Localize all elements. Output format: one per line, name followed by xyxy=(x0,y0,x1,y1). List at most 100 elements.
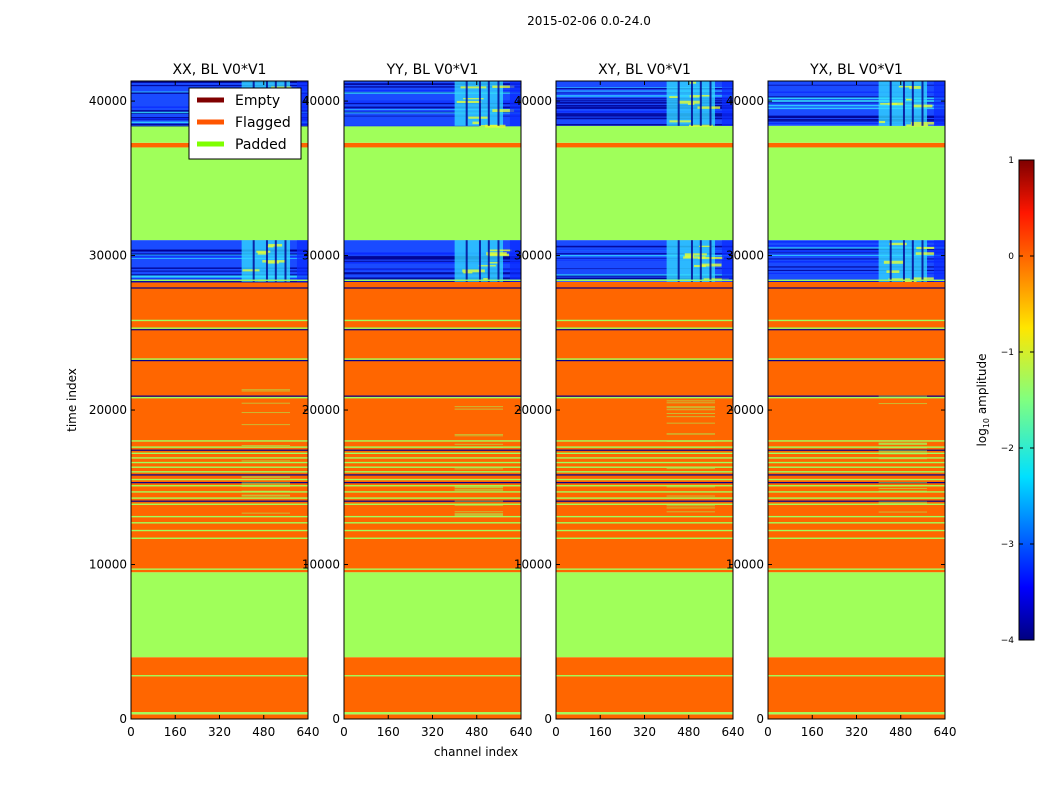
data-overlay xyxy=(878,453,928,455)
y-tick-label: 0 xyxy=(756,712,764,726)
colorbar-tick-label: −4 xyxy=(1001,636,1015,646)
empty-line xyxy=(131,287,308,289)
data-streak xyxy=(556,274,733,276)
y-tick-label: 0 xyxy=(119,712,127,726)
colorbar-gradient xyxy=(1018,159,1035,641)
padded-line xyxy=(131,537,308,539)
padded-line xyxy=(556,568,733,570)
padded-line xyxy=(131,457,308,459)
band-flagged xyxy=(344,142,521,148)
data-overlay xyxy=(878,395,928,397)
data-speckle xyxy=(463,98,484,100)
padded-line xyxy=(768,568,945,570)
y-tick-label: 40000 xyxy=(514,94,552,108)
empty-line xyxy=(768,287,945,289)
data-overlay xyxy=(454,435,504,437)
data-streak xyxy=(131,270,308,272)
band-padded xyxy=(344,125,521,143)
data-overlay xyxy=(454,514,504,516)
padded-line xyxy=(131,466,308,468)
data-streak xyxy=(344,103,521,104)
padded-line xyxy=(556,485,733,487)
padded-line xyxy=(344,675,521,677)
padded-line xyxy=(768,503,945,505)
empty-line xyxy=(131,329,308,331)
data-speckle xyxy=(478,265,496,267)
data-speckle xyxy=(678,100,701,104)
data-streak xyxy=(556,107,733,109)
data-speckle xyxy=(257,251,269,255)
data-bright-block xyxy=(666,240,716,282)
data-streak xyxy=(556,277,733,279)
data-speckle xyxy=(698,245,711,248)
data-overlay xyxy=(454,406,504,408)
data-overlay xyxy=(666,416,716,418)
channel-stripe xyxy=(902,240,905,282)
empty-line xyxy=(556,287,733,289)
data-overlay xyxy=(666,413,716,415)
data-overlay xyxy=(241,512,291,514)
empty-line xyxy=(131,449,308,451)
data-overlay xyxy=(241,424,291,426)
empty-line xyxy=(344,449,521,451)
channel-stripe xyxy=(487,240,490,282)
channel-stripe xyxy=(889,240,892,282)
empty-line xyxy=(768,500,945,502)
data-streak xyxy=(768,91,945,93)
legend-label-empty: Empty xyxy=(235,93,280,109)
empty-line xyxy=(131,474,308,476)
panels: XX, BL V0*V1 0 160 320 480 640 0 10000 20000 3000… xyxy=(89,62,957,739)
padded-line xyxy=(344,537,521,539)
padded-line xyxy=(131,452,308,454)
data-overlay xyxy=(241,485,291,487)
data-streak xyxy=(768,252,945,254)
padded-line xyxy=(768,491,945,493)
padded-line xyxy=(344,396,521,399)
data-streak xyxy=(768,107,945,110)
padded-line xyxy=(556,440,733,442)
data-overlay xyxy=(454,486,504,488)
x-tick-label: 320 xyxy=(208,725,231,739)
band-data_faint xyxy=(131,712,308,715)
channel-stripe xyxy=(497,81,500,126)
y-tick-label: 30000 xyxy=(89,249,127,263)
padded-line xyxy=(768,396,945,399)
data-streak xyxy=(556,114,733,117)
data-overlay xyxy=(666,505,716,507)
data-overlay xyxy=(878,490,928,492)
panel-title: YX, BL V0*V1 xyxy=(809,62,903,78)
data-overlay xyxy=(241,495,291,497)
data-streak xyxy=(344,111,521,114)
data-streak xyxy=(556,98,733,100)
padded-line xyxy=(344,568,521,570)
data-overlay xyxy=(454,408,504,410)
data-streak xyxy=(131,274,308,276)
padded-line xyxy=(131,327,308,329)
band-padded xyxy=(344,572,521,658)
data-speckle xyxy=(488,262,499,264)
x-tick-label: 640 xyxy=(722,725,745,739)
padded-line xyxy=(768,452,945,454)
padded-line xyxy=(768,522,945,524)
y-tick-label: 10000 xyxy=(514,558,552,572)
channel-stripe xyxy=(699,81,702,126)
data-overlay xyxy=(666,400,716,402)
data-speckle xyxy=(267,245,274,248)
data-streak xyxy=(556,113,733,115)
padded-line xyxy=(768,497,945,499)
data-speckle xyxy=(916,246,936,250)
data-streak xyxy=(768,281,945,282)
legend-label-padded: Padded xyxy=(235,137,287,153)
data-overlay xyxy=(241,444,291,446)
padded-line xyxy=(131,279,308,281)
padded-line xyxy=(556,491,733,493)
colorbar-label: log10 amplitude xyxy=(975,354,991,447)
padded-line xyxy=(556,358,733,360)
padded-line xyxy=(556,522,733,524)
data-streak xyxy=(344,280,521,282)
padded-line xyxy=(556,457,733,459)
data-overlay xyxy=(666,402,716,404)
band-padded xyxy=(131,147,308,241)
padded-line xyxy=(556,537,733,539)
